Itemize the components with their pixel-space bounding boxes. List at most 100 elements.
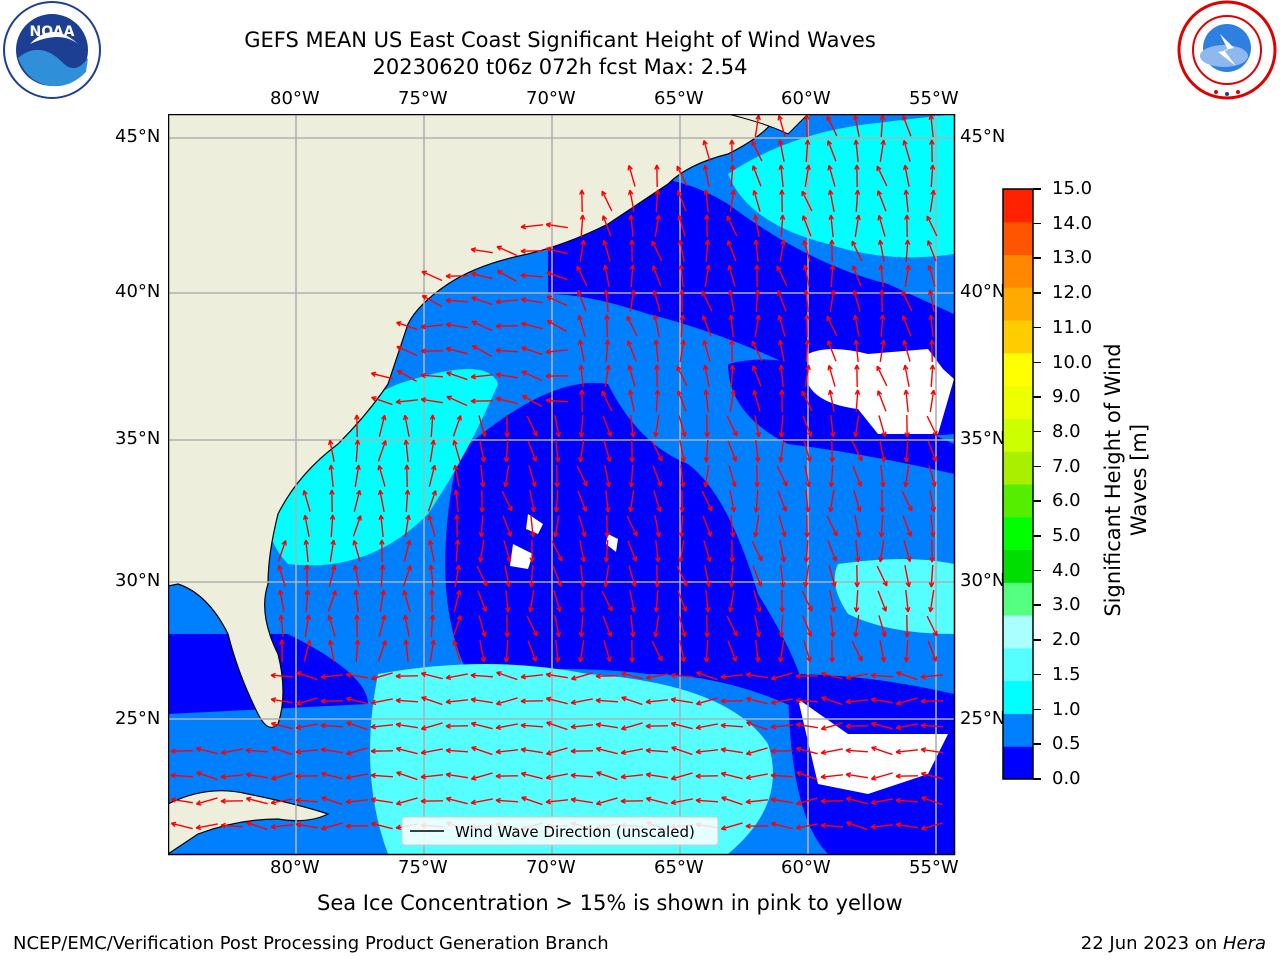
wave-arrow: [470, 373, 494, 380]
wave-arrow: [845, 673, 868, 681]
wave-arrow: [851, 640, 863, 662]
wave-arrow: [629, 264, 636, 288]
wave-arrow: [728, 564, 735, 588]
wave-arrow: [829, 414, 836, 438]
wave-arrow: [420, 722, 443, 731]
wave-arrow: [702, 364, 710, 387]
colorbar-segment: [1003, 451, 1033, 485]
wave-arrow: [327, 439, 335, 462]
wave-arrow: [554, 464, 560, 488]
lat-label-left: 40°N: [115, 281, 161, 302]
wave-arrow: [679, 640, 687, 663]
wave-arrow: [854, 164, 860, 188]
wave-arrow: [603, 565, 610, 588]
wave-arrow: [904, 589, 911, 613]
wave-arrow: [353, 489, 362, 512]
lat-label-left: 35°N: [115, 428, 161, 449]
wave-arrow: [904, 239, 911, 263]
wave-arrow: [529, 490, 537, 513]
wave-arrow: [845, 698, 869, 705]
wave-arrow: [445, 297, 469, 304]
wave-arrow: [879, 139, 886, 162]
wave-arrow: [603, 539, 610, 563]
colorbar-tick-label: 9.0: [1052, 386, 1081, 408]
wave-arrow: [929, 339, 935, 363]
wave-arrow: [653, 589, 660, 613]
wave-arrow: [902, 339, 911, 362]
wave-arrow: [320, 822, 343, 831]
wave-arrow: [703, 389, 710, 413]
wave-arrow: [552, 565, 563, 587]
wave-arrow: [329, 514, 336, 538]
wave-arrow: [927, 264, 936, 287]
wave-arrow: [752, 214, 760, 237]
wave-arrow: [377, 440, 387, 462]
wave-arrow: [721, 796, 743, 806]
wave-arrow: [428, 564, 435, 588]
wave-arrow: [404, 464, 410, 488]
wave-arrow: [554, 415, 562, 438]
wave-arrow: [901, 115, 912, 137]
wave-arrow: [327, 639, 335, 662]
wave-arrow: [495, 372, 518, 379]
wave-arrow: [678, 415, 687, 438]
wave-arrow: [720, 822, 743, 831]
wave-arrow: [245, 772, 268, 779]
wave-arrow: [728, 465, 737, 488]
wave-arrow: [452, 639, 461, 662]
wave-arrow: [271, 746, 293, 756]
wave-arrow: [528, 564, 535, 588]
wave-arrow: [627, 389, 635, 412]
wave-arrow: [620, 798, 644, 804]
wave-arrow: [471, 344, 492, 357]
wave-arrow: [876, 165, 888, 187]
wave-arrow: [529, 514, 536, 538]
wave-arrow: [270, 772, 293, 781]
wave-arrow: [370, 821, 393, 830]
wave-arrow: [478, 415, 487, 438]
wave-arrow: [752, 389, 761, 412]
wave-arrow: [670, 772, 693, 781]
wave-arrow: [926, 215, 938, 237]
colorbar-tick: [1033, 500, 1041, 502]
wave-arrow: [520, 673, 544, 680]
wave-arrow: [828, 490, 835, 513]
colorbar-tick: [1033, 292, 1041, 294]
wave-arrow: [904, 264, 911, 287]
map-panel: Wind Wave Direction (unscaled): [168, 114, 956, 856]
wave-arrow: [520, 272, 544, 279]
colorbar-tick: [1033, 604, 1041, 606]
wave-arrow: [926, 240, 937, 262]
wave-arrow: [520, 722, 544, 729]
wave-arrow: [902, 364, 910, 387]
wave-arrow: [578, 440, 585, 463]
wave-arrow: [553, 489, 560, 513]
wave-arrow: [478, 540, 485, 563]
colorbar-tick-label: 11.0: [1052, 316, 1093, 338]
wave-arrow: [652, 465, 663, 487]
wave-arrow: [670, 672, 694, 679]
wave-arrow: [420, 372, 444, 379]
wave-arrow: [904, 214, 910, 238]
wave-arrow: [827, 164, 836, 187]
wave-arrow: [270, 721, 293, 730]
wave-arrow: [802, 239, 811, 262]
wave-arrow: [804, 139, 811, 163]
wave-arrow: [545, 773, 568, 781]
wave-arrow: [804, 364, 811, 387]
wave-arrow: [520, 223, 544, 230]
wave-arrow: [345, 823, 369, 829]
wave-arrow: [929, 539, 935, 563]
wave-arrow: [879, 489, 885, 513]
colorbar-tick: [1033, 361, 1041, 364]
lon-label-bottom: 65°W: [654, 857, 704, 878]
lat-label-left: 25°N: [115, 708, 161, 729]
colorbar-tick: [1033, 430, 1041, 433]
colorbar-segment: [1003, 680, 1033, 714]
wave-arrow: [795, 673, 819, 679]
wave-arrow: [779, 389, 785, 413]
wave-arrow: [295, 797, 319, 804]
map-frame: [168, 114, 956, 856]
wave-arrow: [779, 540, 787, 563]
wave-arrow: [595, 673, 619, 679]
